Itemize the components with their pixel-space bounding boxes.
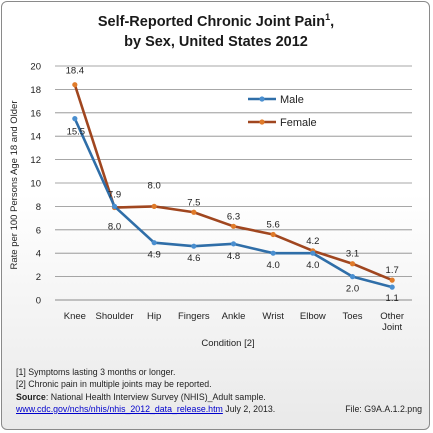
y-tick-label: 14 (30, 132, 41, 143)
chart-title: Self-Reported Chronic Joint Pain1, (98, 12, 334, 30)
y-tick-label: 18 (30, 85, 41, 96)
data-label-male: 2.0 (346, 284, 359, 295)
source-line: Source: National Health Interview Survey… (16, 391, 426, 403)
title-superscript: 1 (325, 12, 330, 22)
x-tick-label: Hip (147, 311, 161, 322)
data-point-female (191, 209, 197, 215)
x-tick-label: Other Joint (380, 311, 404, 333)
data-point-female (349, 261, 356, 267)
data-label-female: 8.0 (148, 180, 161, 191)
data-label-male: 4.6 (187, 253, 200, 264)
x-tick-label: Shoulder (95, 311, 133, 322)
data-point-female (389, 277, 395, 283)
footnote-2: [2] Chronic pain in multiple joints may … (16, 379, 212, 390)
data-point-female (230, 223, 237, 229)
data-label-female: 18.4 (66, 66, 85, 77)
data-point-female (151, 203, 157, 209)
line-chart: Self-Reported Chronic Joint Pain1, by Se… (9, 12, 412, 349)
legend-marker-male (259, 96, 265, 102)
x-tick-label: Fingers (178, 311, 210, 322)
y-tick-label: 6 (36, 225, 41, 236)
data-point-male (111, 203, 118, 209)
x-tick-label: Wrist (262, 311, 284, 322)
x-tick-label: Toes (342, 311, 362, 322)
data-label-female: 7.9 (108, 190, 121, 201)
y-tick-label: 8 (36, 202, 41, 213)
data-label-male: 15.5 (67, 127, 86, 138)
data-point-male (310, 250, 316, 256)
data-label-female: 5.6 (267, 219, 280, 230)
source-label: Source (16, 391, 46, 402)
release-date: July 2, 2013. (222, 403, 276, 414)
data-label-male: 4.9 (148, 250, 161, 261)
y-tick-label: 4 (36, 249, 41, 260)
x-tick-label: Elbow (300, 311, 326, 322)
y-tick-label: 2 (36, 272, 41, 283)
data-point-male (230, 241, 237, 247)
data-label-female: 4.2 (306, 236, 319, 247)
data-label-male: 1.1 (386, 293, 399, 304)
data-point-male (151, 240, 157, 246)
footnotes: [1] Symptoms lasting 3 months or longer.… (16, 366, 426, 415)
data-point-male (270, 250, 276, 256)
y-tick-label: 10 (30, 179, 41, 190)
data-label-female: 3.1 (346, 249, 359, 260)
y-tick-label: 0 (36, 296, 41, 307)
footnote-1: [1] Symptoms lasting 3 months or longer. (16, 367, 176, 377)
legend-marker-female (259, 119, 265, 125)
link-line: www.cdc.gov/nchs/nhis/nhis_2012_data_rel… (16, 403, 426, 415)
data-point-male (389, 284, 395, 290)
data-point-male (191, 243, 197, 249)
y-tick-label: 16 (30, 108, 41, 119)
x-tick-label: Knee (64, 311, 86, 322)
data-point-female (72, 82, 78, 88)
x-tick-label: Ankle (222, 311, 246, 322)
data-point-male (349, 274, 356, 280)
data-label-male: 8.0 (108, 221, 121, 232)
chart-subtitle: by Sex, United States 2012 (124, 34, 308, 50)
legend-label-male: Male (280, 94, 304, 106)
legend-label-female: Female (280, 117, 317, 129)
data-label-male: 4.8 (227, 251, 240, 262)
y-tick-label: 12 (30, 155, 41, 166)
data-label-male: 4.0 (267, 260, 280, 271)
y-axis-title: Rate per 100 Persons Age 18 and Older (9, 100, 20, 269)
source-link[interactable]: www.cdc.gov/nchs/nhis/nhis_2012_data_rel… (16, 403, 223, 414)
data-point-male (72, 116, 78, 122)
data-label-female: 6.3 (227, 211, 240, 222)
data-label-male: 4.0 (306, 260, 319, 271)
file-name: File: G9A.A.1.2.png (345, 403, 422, 414)
y-tick-label: 20 (30, 62, 41, 73)
data-label-female: 7.5 (187, 197, 200, 208)
x-axis-title: Condition [2] (201, 338, 254, 349)
source-text: : National Health Interview Survey (NHIS… (45, 391, 266, 402)
data-point-female (270, 231, 276, 238)
data-label-female: 1.7 (386, 265, 399, 276)
